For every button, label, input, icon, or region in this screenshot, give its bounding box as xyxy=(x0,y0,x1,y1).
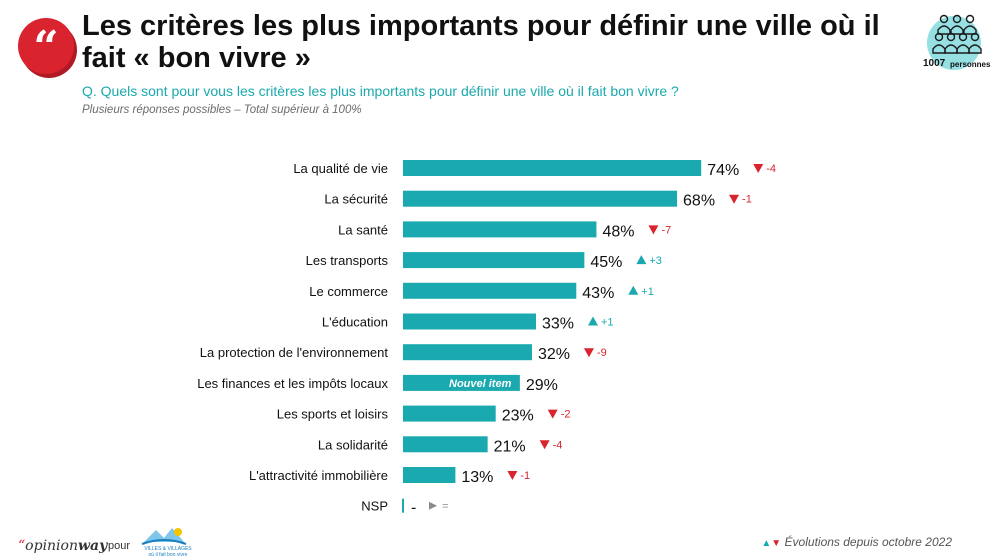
legend-up-icon: ▲ xyxy=(761,538,772,549)
evolution-arrow-icon xyxy=(753,164,764,173)
survey-note: Plusieurs réponses possibles – Total sup… xyxy=(82,104,362,116)
bar xyxy=(403,282,577,299)
evolution-label: -7 xyxy=(661,224,671,236)
opinionway-quote: “ xyxy=(18,538,26,554)
partner-line1: VILLES & VILLAGES xyxy=(144,546,192,552)
category-label: La sécurité xyxy=(324,192,388,207)
bar-badge: Nouvel item xyxy=(449,378,512,390)
bar xyxy=(403,344,532,361)
bar xyxy=(403,405,496,422)
legend-text: Évolutions depuis octobre 2022 xyxy=(784,535,952,549)
evolution-label: +3 xyxy=(649,255,662,267)
bar xyxy=(403,374,520,391)
pour-label: pour xyxy=(108,540,131,552)
evolution-arrow-icon xyxy=(547,409,558,419)
evolution-arrow-icon xyxy=(539,440,550,450)
category-label: L'attractivité immobilière xyxy=(249,468,388,483)
value-label: 29% xyxy=(526,377,558,394)
evolution-arrow-icon xyxy=(583,348,594,358)
category-label: NSP xyxy=(361,499,388,514)
evolution-label: +1 xyxy=(601,317,614,329)
partner-line2: où il fait bon vivre xyxy=(148,552,188,558)
value-label: 13% xyxy=(461,469,493,486)
category-label: Les transports xyxy=(306,253,389,268)
opinionway-light: opinion xyxy=(25,538,78,554)
evolution-legend: ▲▼ Évolutions depuis octobre 2022 xyxy=(761,535,952,549)
evolution-label: -4 xyxy=(766,163,776,175)
value-label: 23% xyxy=(502,408,534,425)
value-label: 74% xyxy=(707,162,739,179)
evolution-arrow-icon xyxy=(587,316,598,326)
bar xyxy=(403,221,597,238)
evolution-arrow-icon xyxy=(429,501,437,510)
category-label: La protection de l'environnement xyxy=(200,345,389,360)
survey-question: Q. Quels sont pour vous les critères les… xyxy=(82,83,679,99)
category-label: La santé xyxy=(338,222,388,237)
sample-unit: personnes xyxy=(950,60,991,69)
evolution-arrow-icon xyxy=(636,255,647,265)
category-label: Le commerce xyxy=(309,284,388,299)
evolution-arrow-icon xyxy=(729,194,740,204)
opinionway-logo: “opinionway xyxy=(18,538,107,554)
quote-mark-icon: “ xyxy=(33,22,59,73)
value-label: 32% xyxy=(538,346,570,363)
category-label: L'éducation xyxy=(322,315,388,330)
value-label: - xyxy=(411,500,416,517)
bar xyxy=(402,498,404,513)
category-label: Les sports et loisirs xyxy=(277,407,389,422)
sample-size-badge: 1007 personnes xyxy=(923,12,991,74)
evolution-label: -2 xyxy=(561,409,571,421)
value-label: 45% xyxy=(590,254,622,271)
villes-villages-logo-icon xyxy=(141,528,187,545)
value-label: 21% xyxy=(494,438,526,455)
opinionway-bold: way xyxy=(77,538,108,554)
people-group-icon xyxy=(932,14,982,54)
value-label: 33% xyxy=(542,316,574,333)
villes-villages-text: VILLES & VILLAGES où il fait bon vivre xyxy=(138,546,198,558)
evolution-label: -4 xyxy=(553,439,563,451)
legend-down-icon: ▼ xyxy=(771,538,782,549)
category-label: Les finances et les impôts locaux xyxy=(197,376,388,391)
evolution-label: +1 xyxy=(641,286,654,298)
page-title: Les critères les plus importants pour dé… xyxy=(82,10,880,74)
evolution-label: = xyxy=(442,501,448,513)
evolution-arrow-icon xyxy=(648,225,659,235)
category-label: La qualité de vie xyxy=(293,161,388,176)
value-label: 48% xyxy=(602,223,634,240)
bar xyxy=(403,467,456,483)
evolution-label: -1 xyxy=(742,194,752,206)
bar xyxy=(403,252,585,269)
evolution-label: -1 xyxy=(520,470,530,482)
sample-count: 1007 xyxy=(923,58,946,69)
evolution-arrow-icon xyxy=(628,285,639,295)
bar xyxy=(403,436,488,453)
evolution-arrow-icon xyxy=(507,471,518,480)
category-label: La solidarité xyxy=(318,437,388,452)
sample-circle xyxy=(927,16,981,70)
bar xyxy=(403,313,536,330)
evolution-label: -9 xyxy=(597,347,607,359)
value-label: 68% xyxy=(683,193,715,210)
value-label: 43% xyxy=(582,285,614,302)
bar xyxy=(403,190,678,207)
bar xyxy=(403,160,702,176)
quote-badge: “ xyxy=(18,18,74,74)
